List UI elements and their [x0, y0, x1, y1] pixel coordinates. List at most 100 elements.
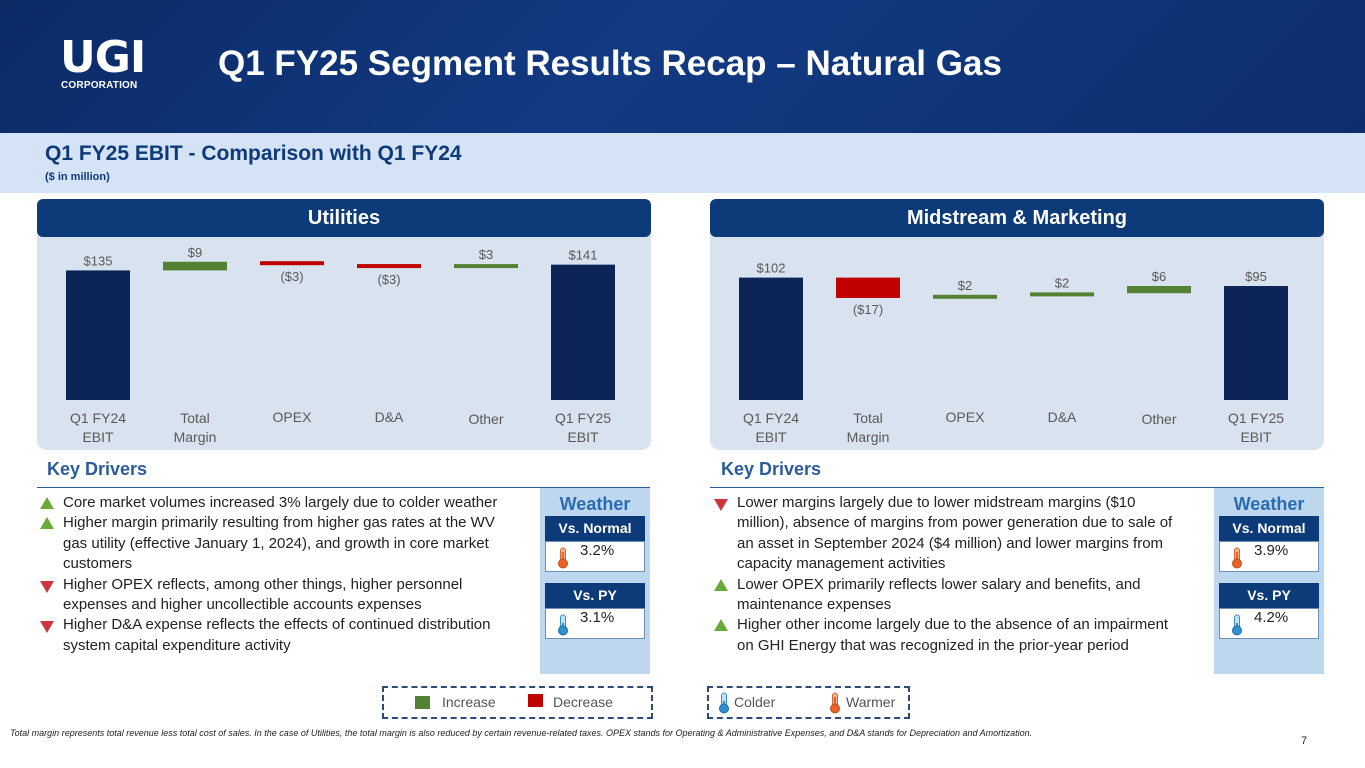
driver-text: Higher other income largely due to the a…	[737, 616, 1169, 654]
colder-thermometer-icon	[558, 614, 568, 636]
driver-item: Higher margin primarily resulting from h…	[37, 513, 507, 574]
units-note: ($ in million)	[45, 171, 110, 183]
colder-legend-label: Colder	[734, 694, 776, 710]
driver-text: Higher OPEX reflects, among other things…	[63, 575, 463, 614]
driver-text: Lower margins largely due to lower midst…	[737, 494, 1173, 573]
down-triangle-icon	[40, 580, 54, 593]
waterfall-bar	[454, 264, 518, 269]
category-label: Other	[1141, 411, 1176, 427]
driver-text: Higher D&A expense reflects the effects …	[63, 616, 491, 654]
category-label: OPEX	[273, 409, 313, 425]
waterfall-bar	[1030, 292, 1094, 297]
bar-value-label: $2	[958, 278, 972, 293]
waterfall-bar	[357, 264, 421, 269]
vs-normal-value: 3.2%	[580, 542, 615, 559]
vs-normal-label: Vs. Normal	[1219, 516, 1319, 541]
vs-normal-value: 3.9%	[1254, 542, 1289, 559]
driver-text: Lower OPEX primarily reflects lower sala…	[737, 575, 1141, 614]
waterfall-bar	[739, 277, 803, 400]
bar-value-label: $2	[1055, 275, 1069, 290]
category-label: Total Margin	[174, 410, 217, 445]
vs-py-value: 3.1%	[580, 609, 615, 626]
bar-value-label: $95	[1245, 269, 1267, 284]
waterfall-bar	[551, 264, 615, 400]
utilities-waterfall-chart: $135 Q1 FY24 EBIT $9 Total Margin ($3) OPEX ($3)…	[66, 245, 615, 445]
driver-item: Higher OPEX reflects, among other things…	[37, 575, 507, 616]
colder-thermometer-icon	[1232, 614, 1242, 636]
midstream-panel-title: Midstream & Marketing	[710, 199, 1324, 237]
waterfall-bar	[1127, 286, 1191, 294]
vs-py-value-box: 4.2%	[1219, 608, 1319, 639]
vs-normal-label: Vs. Normal	[545, 516, 645, 541]
utilities-driver-list: Core market volumes increased 3% largely…	[37, 493, 507, 656]
bar-value-label: $102	[757, 261, 786, 276]
increase-swatch	[415, 696, 430, 709]
waterfall-bar	[66, 270, 130, 400]
driver-item: Lower margins largely due to lower midst…	[711, 493, 1181, 575]
page-number: 7	[1301, 735, 1308, 747]
driver-text: Core market volumes increased 3% largely…	[63, 494, 498, 511]
bar-value-label: $3	[479, 247, 493, 262]
down-triangle-icon	[714, 499, 728, 511]
page-title: Q1 FY25 Segment Results Recap – Natural …	[218, 44, 1002, 83]
category-label: Total Margin	[847, 410, 890, 445]
driver-item: Higher other income largely due to the a…	[711, 615, 1181, 656]
header-band: UGI CORPORATION Q1 FY25 Segment Results …	[0, 0, 1365, 133]
category-label: OPEX	[946, 409, 986, 425]
midstream-driver-list: Lower margins largely due to lower midst…	[711, 493, 1181, 656]
warmer-thermometer-icon	[830, 692, 840, 714]
vs-normal-value-box: 3.2%	[545, 541, 645, 572]
divider	[37, 487, 650, 488]
driver-item: Core market volumes increased 3% largely…	[37, 493, 507, 513]
decrease-legend-label: Decrease	[553, 694, 613, 710]
bar-value-label: $9	[188, 245, 202, 260]
up-triangle-icon	[40, 517, 54, 530]
weather-title: Weather	[1233, 494, 1305, 514]
utilities-key-drivers-title: Key Drivers	[47, 459, 148, 479]
midstream-key-drivers-title: Key Drivers	[721, 459, 822, 479]
bar-value-label: $135	[84, 253, 113, 268]
waterfall-bar	[933, 294, 997, 299]
ugi-logo: UGI CORPORATION	[60, 36, 150, 92]
category-label: Other	[468, 411, 503, 427]
down-triangle-icon	[40, 621, 54, 634]
up-triangle-icon	[714, 578, 728, 591]
colder-thermometer-icon	[719, 692, 729, 714]
footnote: Total margin represents total revenue le…	[10, 728, 1033, 738]
logo-sub: CORPORATION	[61, 80, 138, 91]
bar-value-label: ($17)	[853, 302, 883, 317]
vs-py-label: Vs. PY	[1219, 583, 1319, 608]
warmer-thermometer-icon	[558, 547, 568, 569]
category-label: D&A	[375, 409, 404, 425]
midstream-chart-panel: $102 Q1 FY24 EBIT ($17) Total Margin $2 OPEX $2 D…	[710, 199, 1324, 450]
bar-value-label: ($3)	[377, 272, 400, 287]
category-label: Q1 FY25 EBIT	[1228, 410, 1284, 445]
bar-legend: Increase Decrease	[382, 686, 653, 719]
increase-legend-label: Increase	[442, 694, 496, 710]
weather-legend: Colder Warmer	[707, 686, 910, 719]
up-triangle-icon	[40, 497, 54, 509]
decrease-swatch	[528, 694, 543, 707]
utilities-weather-box: Weather Vs. Normal 3.2% Vs. PY 3.1%	[540, 488, 650, 674]
logo-main: UGI	[60, 32, 146, 83]
bar-value-label: $6	[1152, 269, 1166, 284]
vs-normal-value-box: 3.9%	[1219, 541, 1319, 572]
utilities-panel-title: Utilities	[37, 199, 651, 237]
warmer-thermometer-icon	[1232, 547, 1242, 569]
vs-py-value: 4.2%	[1254, 609, 1289, 626]
utilities-chart-panel: $135 Q1 FY24 EBIT $9 Total Margin ($3) OPEX ($3)…	[37, 199, 651, 450]
bar-value-label: $141	[569, 248, 598, 263]
vs-py-value-box: 3.1%	[545, 608, 645, 639]
vs-py-label: Vs. PY	[545, 583, 645, 608]
waterfall-bar	[260, 261, 324, 266]
up-triangle-icon	[714, 619, 728, 632]
waterfall-bar	[1224, 286, 1288, 400]
category-label: Q1 FY25 EBIT	[555, 410, 611, 445]
subheader-band	[0, 133, 1365, 193]
driver-item: Lower OPEX primarily reflects lower sala…	[711, 575, 1181, 616]
category-label: D&A	[1048, 409, 1077, 425]
section-title: Q1 FY25 EBIT - Comparison with Q1 FY24	[45, 142, 462, 165]
driver-item: Higher D&A expense reflects the effects …	[37, 615, 507, 656]
category-label: Q1 FY24 EBIT	[743, 410, 799, 445]
